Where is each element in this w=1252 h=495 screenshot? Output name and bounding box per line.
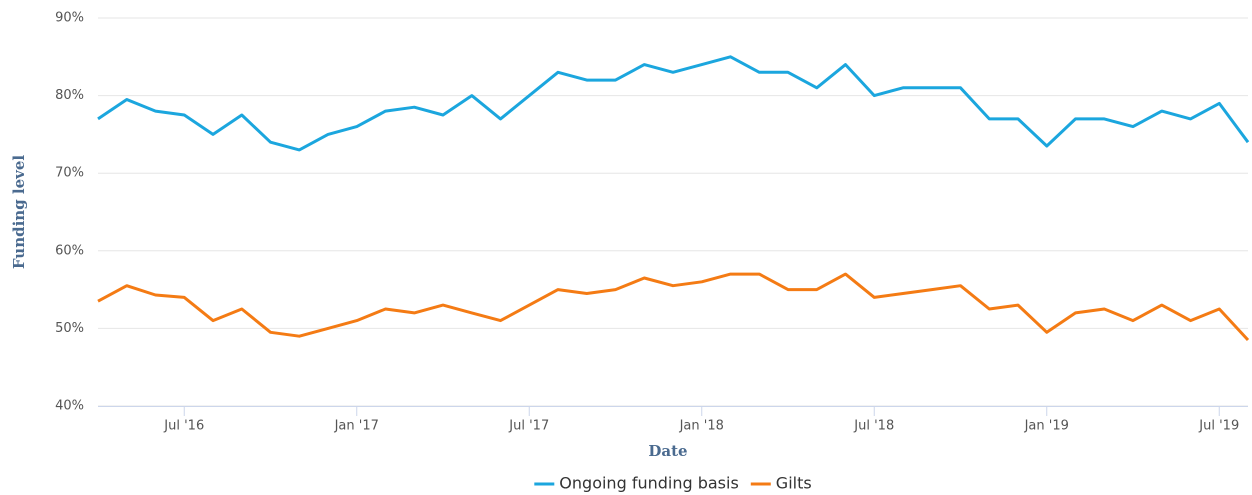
x-tick-label: Jul '19 <box>1198 419 1239 434</box>
y-tick-label: 40% <box>55 399 84 414</box>
legend-text: Gilts <box>776 474 812 493</box>
x-tick-label: Jul '17 <box>508 419 549 434</box>
x-tick-label: Jan '18 <box>679 419 724 434</box>
legend-item: Gilts <box>750 474 812 493</box>
series-line <box>97 55 1250 152</box>
y-tick-label: 70% <box>55 166 84 181</box>
x-axis-title: Date <box>648 442 687 460</box>
x-tick-label: Jan '17 <box>334 419 379 434</box>
series-line <box>97 272 1250 342</box>
x-tick-label: Jul '16 <box>163 419 204 434</box>
legend-item: Ongoing funding basis <box>534 474 739 493</box>
y-tick-label: 90% <box>55 11 84 26</box>
x-tick-label: Jan '19 <box>1024 419 1069 434</box>
y-axis-title: Funding level <box>10 155 28 270</box>
x-tick-label: Jul '18 <box>853 419 894 434</box>
legend-text: Ongoing funding basis <box>559 474 738 493</box>
y-tick-label: 60% <box>55 243 84 258</box>
y-tick-label: 50% <box>55 321 84 336</box>
y-tick-label: 80% <box>55 88 84 103</box>
